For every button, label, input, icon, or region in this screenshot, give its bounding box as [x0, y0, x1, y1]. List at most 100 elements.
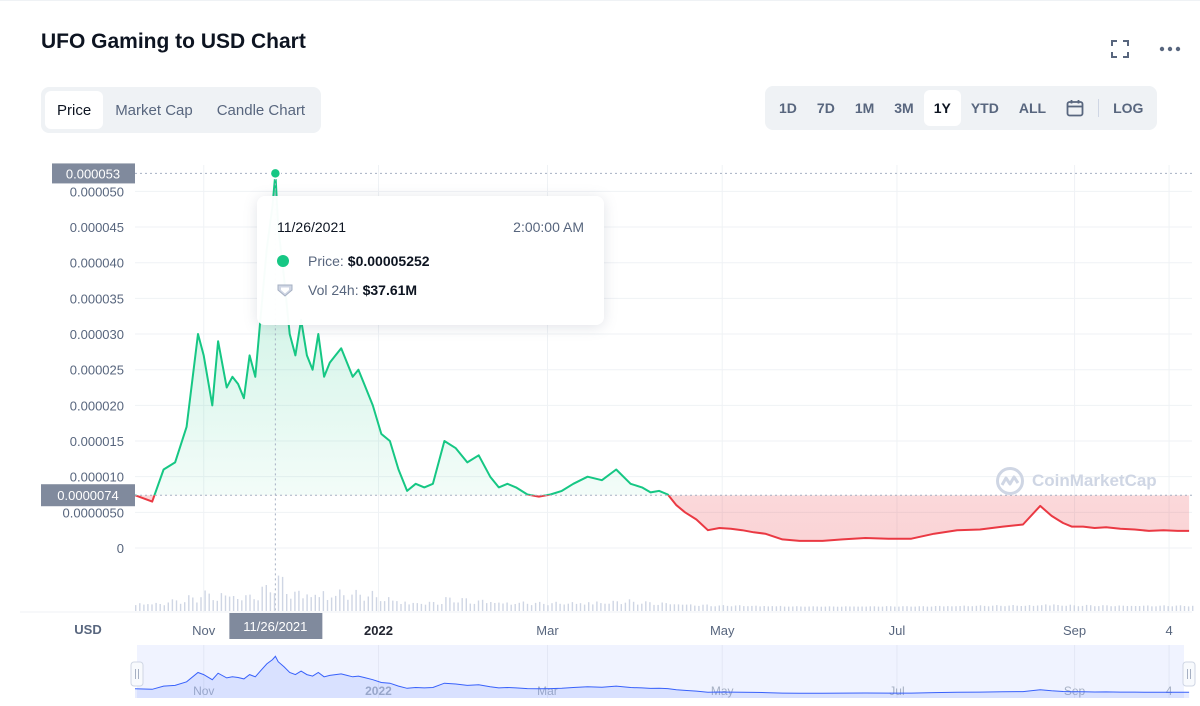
volume-bar	[1094, 606, 1096, 611]
range-1d[interactable]: 1D	[779, 100, 797, 116]
volume-bar	[832, 606, 835, 611]
volume-bar	[1175, 605, 1178, 611]
volume-bar	[375, 597, 378, 611]
volume-bar	[200, 597, 202, 611]
tooltip-date: 11/26/2021	[277, 219, 347, 235]
x-tick-label: 4	[1165, 623, 1172, 638]
volume-bar	[1110, 606, 1112, 611]
volume-bar	[196, 602, 198, 611]
y-tick-label: 0	[117, 541, 124, 556]
volume-bar	[690, 604, 692, 611]
volume-bar	[424, 604, 427, 611]
volume-bar	[490, 602, 492, 611]
range-1y[interactable]: 1Y	[923, 90, 961, 126]
volume-bar	[1151, 606, 1153, 611]
volume-bar	[665, 603, 667, 611]
volume-bar	[783, 606, 786, 611]
volume-bar	[853, 606, 855, 611]
volume-bar	[567, 603, 569, 611]
tab-price[interactable]: Price	[45, 91, 104, 129]
tab-market-cap[interactable]: Market Cap	[115, 101, 193, 119]
volume-bar	[930, 606, 933, 611]
volume-bar	[596, 601, 598, 611]
volume-bar	[836, 606, 839, 611]
baseline-label-box	[41, 484, 135, 507]
volume-bar	[392, 600, 394, 611]
volume-bar	[1187, 606, 1190, 611]
volume-bar	[526, 603, 529, 611]
volume-bar	[910, 606, 912, 611]
navigator-handle-right[interactable]	[1182, 661, 1196, 687]
time-range-selector: 1D 7D 1M 3M 1Y YTD ALL LOG	[765, 86, 1158, 130]
volume-bar	[224, 595, 227, 611]
range-7d[interactable]: 7D	[816, 100, 835, 116]
volume-bar	[714, 606, 716, 611]
volume-bar	[445, 597, 447, 611]
volume-bar	[877, 606, 880, 611]
volume-shield-icon	[277, 284, 293, 297]
volume-bars	[135, 575, 1194, 611]
range-1m[interactable]: 1M	[854, 100, 875, 116]
volume-bar	[824, 606, 827, 611]
volume-bar	[1016, 605, 1018, 611]
x-tick-label: Mar	[536, 623, 559, 638]
volume-bar	[265, 585, 267, 611]
volume-bar	[1183, 606, 1186, 611]
volume-bar	[881, 606, 884, 611]
volume-bar	[135, 605, 137, 611]
range-divider	[1098, 99, 1100, 117]
volume-bar	[1081, 605, 1084, 611]
volume-bar	[498, 602, 500, 611]
volume-bar	[816, 606, 818, 611]
y-tick-label: 0.000020	[70, 398, 124, 413]
tooltip-price-value: $0.00005252	[347, 253, 430, 269]
range-all[interactable]: ALL	[1018, 100, 1047, 116]
volume-bar	[828, 606, 831, 611]
volume-bar	[808, 606, 810, 611]
log-toggle[interactable]: LOG	[1113, 100, 1144, 116]
volume-bar	[637, 604, 639, 611]
volume-bar	[151, 604, 153, 611]
volume-bar	[228, 596, 231, 611]
volume-bar	[1057, 605, 1059, 611]
volume-bar	[306, 594, 308, 611]
volume-bar	[294, 591, 296, 611]
volume-bar	[669, 604, 671, 611]
volume-bar	[335, 595, 337, 611]
volume-bar	[608, 603, 610, 611]
volume-bar	[628, 599, 631, 611]
volume-bar	[339, 589, 341, 611]
volume-bar	[792, 606, 794, 611]
volume-bar	[473, 603, 476, 611]
volume-bar	[967, 606, 969, 611]
volume-bar	[506, 602, 508, 611]
volume-bar	[420, 603, 423, 611]
volume-bar	[1163, 605, 1165, 611]
calendar-button[interactable]	[1056, 90, 1094, 126]
fullscreen-button[interactable]	[1109, 38, 1131, 60]
volume-bar	[767, 606, 769, 611]
volume-bar	[179, 603, 182, 611]
volume-bar	[281, 576, 284, 611]
more-button[interactable]	[1159, 38, 1181, 60]
volume-bar	[575, 603, 578, 611]
range-ytd[interactable]: YTD	[970, 100, 999, 116]
volume-bar	[759, 606, 761, 611]
volume-bar	[841, 606, 843, 611]
chart-type-tabs: Price Market Cap Candle Chart	[41, 87, 322, 133]
range-3m[interactable]: 3M	[894, 100, 914, 116]
tab-candle-chart[interactable]: Candle Chart	[216, 101, 306, 119]
volume-bar	[604, 603, 606, 611]
volume-bar	[563, 604, 565, 611]
navigator-handle-left[interactable]	[130, 661, 144, 687]
volume-bar	[939, 605, 941, 611]
volume-bar	[1073, 605, 1075, 611]
volume-bar	[461, 598, 463, 611]
volume-bar	[1102, 605, 1104, 611]
volume-bar	[249, 594, 251, 611]
volume-bar	[685, 604, 688, 611]
volume-bar	[934, 606, 937, 611]
volume-bar	[143, 604, 145, 611]
y-tick-label: 0.000045	[70, 220, 124, 235]
volume-bar	[1077, 606, 1080, 611]
